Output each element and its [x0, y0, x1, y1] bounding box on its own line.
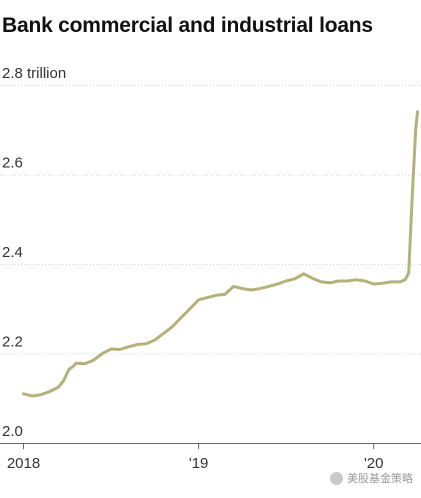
x-tick-label: '19 — [189, 455, 209, 472]
series-line — [22, 110, 419, 398]
x-tick-label: '20 — [364, 455, 384, 472]
x-tick-label: 2018 — [7, 455, 40, 472]
y-tick-label: 2.6 — [2, 155, 23, 172]
y-tick-label: 2.8 trillion — [2, 65, 66, 82]
y-tick-label: 2.0 — [2, 423, 23, 440]
y-tick-label: 2.2 — [2, 334, 23, 351]
chart-title: Bank commercial and industrial loans — [2, 14, 373, 37]
watermark-text: 美股基金策略 — [347, 472, 413, 485]
axes — [0, 443, 421, 449]
series — [22, 110, 419, 398]
watermark: 美股基金策略 — [330, 470, 413, 486]
gridlines — [0, 85, 421, 355]
wechat-logo-icon — [330, 471, 343, 485]
tick-labels: 2.8 trillion 2.6 2.4 2.2 2.0 2018 '19 '20 — [2, 65, 384, 472]
y-tick-label: 2.4 — [2, 244, 23, 261]
